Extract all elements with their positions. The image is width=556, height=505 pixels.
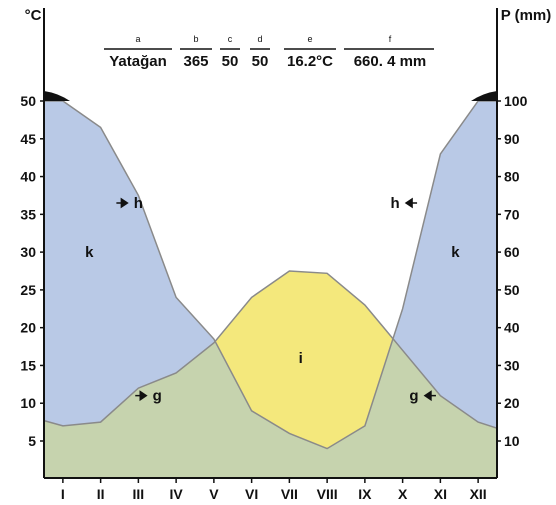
station-header: a b c d e f Yatağan 365 50 50 16.2°C 660… — [104, 34, 434, 70]
temperature-years: 50 — [222, 53, 239, 70]
month-ticks: I II III IV V VI VII VIII IX X XI XII — [61, 478, 487, 502]
month-label: XII — [470, 486, 487, 502]
mean-temperature: 16.2°C — [287, 53, 333, 70]
left-tick-label: 50 — [20, 93, 36, 109]
header-letter-b: b — [193, 34, 198, 44]
right-tick-label: 20 — [504, 395, 520, 411]
zone-label: k — [451, 244, 460, 261]
zone-label: h — [390, 195, 399, 212]
right-tick-label: 80 — [504, 169, 520, 185]
zone-label: g — [153, 388, 162, 405]
left-tick-label: 10 — [20, 395, 36, 411]
left-axis-unit: °C — [25, 7, 42, 24]
header-letter-d: d — [257, 34, 262, 44]
right-tick-label: 10 — [504, 433, 520, 449]
month-label: V — [209, 486, 219, 502]
zone-label: i — [299, 350, 303, 367]
left-tick-label: 15 — [20, 357, 36, 373]
month-label: I — [61, 486, 65, 502]
precipitation-years: 50 — [252, 53, 269, 70]
left-ticks: 5 10 15 20 25 30 35 40 45 50 — [20, 93, 44, 449]
month-label: XI — [434, 486, 447, 502]
month-label: II — [97, 486, 105, 502]
zone-arrow-left — [404, 197, 418, 209]
left-tick-label: 30 — [20, 244, 36, 260]
right-tick-label: 70 — [504, 206, 520, 222]
header-letter-a: a — [135, 34, 140, 44]
month-label: VIII — [317, 486, 338, 502]
zone-label: h — [134, 195, 143, 212]
header-letter-e: e — [307, 34, 312, 44]
month-label: X — [398, 486, 408, 502]
precipitation-curve — [44, 100, 497, 450]
left-tick-label: 45 — [20, 131, 36, 147]
right-tick-label: 50 — [504, 282, 520, 298]
left-tick-label: 35 — [20, 206, 36, 222]
zone-label: k — [85, 244, 94, 261]
left-tick-label: 5 — [28, 433, 36, 449]
zone-arrow-right — [135, 390, 148, 402]
left-tick-label: 25 — [20, 282, 36, 298]
right-tick-label: 90 — [504, 131, 520, 147]
right-ticks: 10 20 30 40 50 60 70 80 90 100 — [497, 93, 528, 449]
left-tick-label: 40 — [20, 169, 36, 185]
temperature-curve — [43, 270, 498, 429]
zone-arrow-right — [116, 197, 129, 209]
temperature-below-precip-area — [44, 271, 497, 478]
zone-labels: k k h h g g i — [85, 195, 460, 405]
zone-arrow-left — [423, 390, 436, 402]
right-axis-unit: P (mm) — [501, 7, 552, 24]
annual-precipitation: 660. 4 mm — [354, 53, 427, 70]
left-excess-cap — [44, 91, 70, 101]
station-name: Yatağan — [109, 53, 167, 70]
month-label: IX — [358, 486, 372, 502]
right-excess-cap — [471, 91, 497, 101]
header-letter-f: f — [389, 34, 392, 44]
axes: °C P (mm) — [25, 7, 552, 479]
right-tick-label: 40 — [504, 320, 520, 336]
plot-areas — [43, 100, 498, 478]
month-label: VI — [245, 486, 258, 502]
month-label: III — [133, 486, 145, 502]
right-tick-label: 60 — [504, 244, 520, 260]
right-tick-label: 30 — [504, 357, 520, 373]
left-tick-label: 20 — [20, 320, 36, 336]
month-label: VII — [281, 486, 298, 502]
station-elevation: 365 — [183, 53, 208, 70]
right-tick-label: 100 — [504, 93, 528, 109]
header-letter-c: c — [228, 34, 233, 44]
zone-label: g — [409, 388, 418, 405]
month-label: IV — [170, 486, 184, 502]
